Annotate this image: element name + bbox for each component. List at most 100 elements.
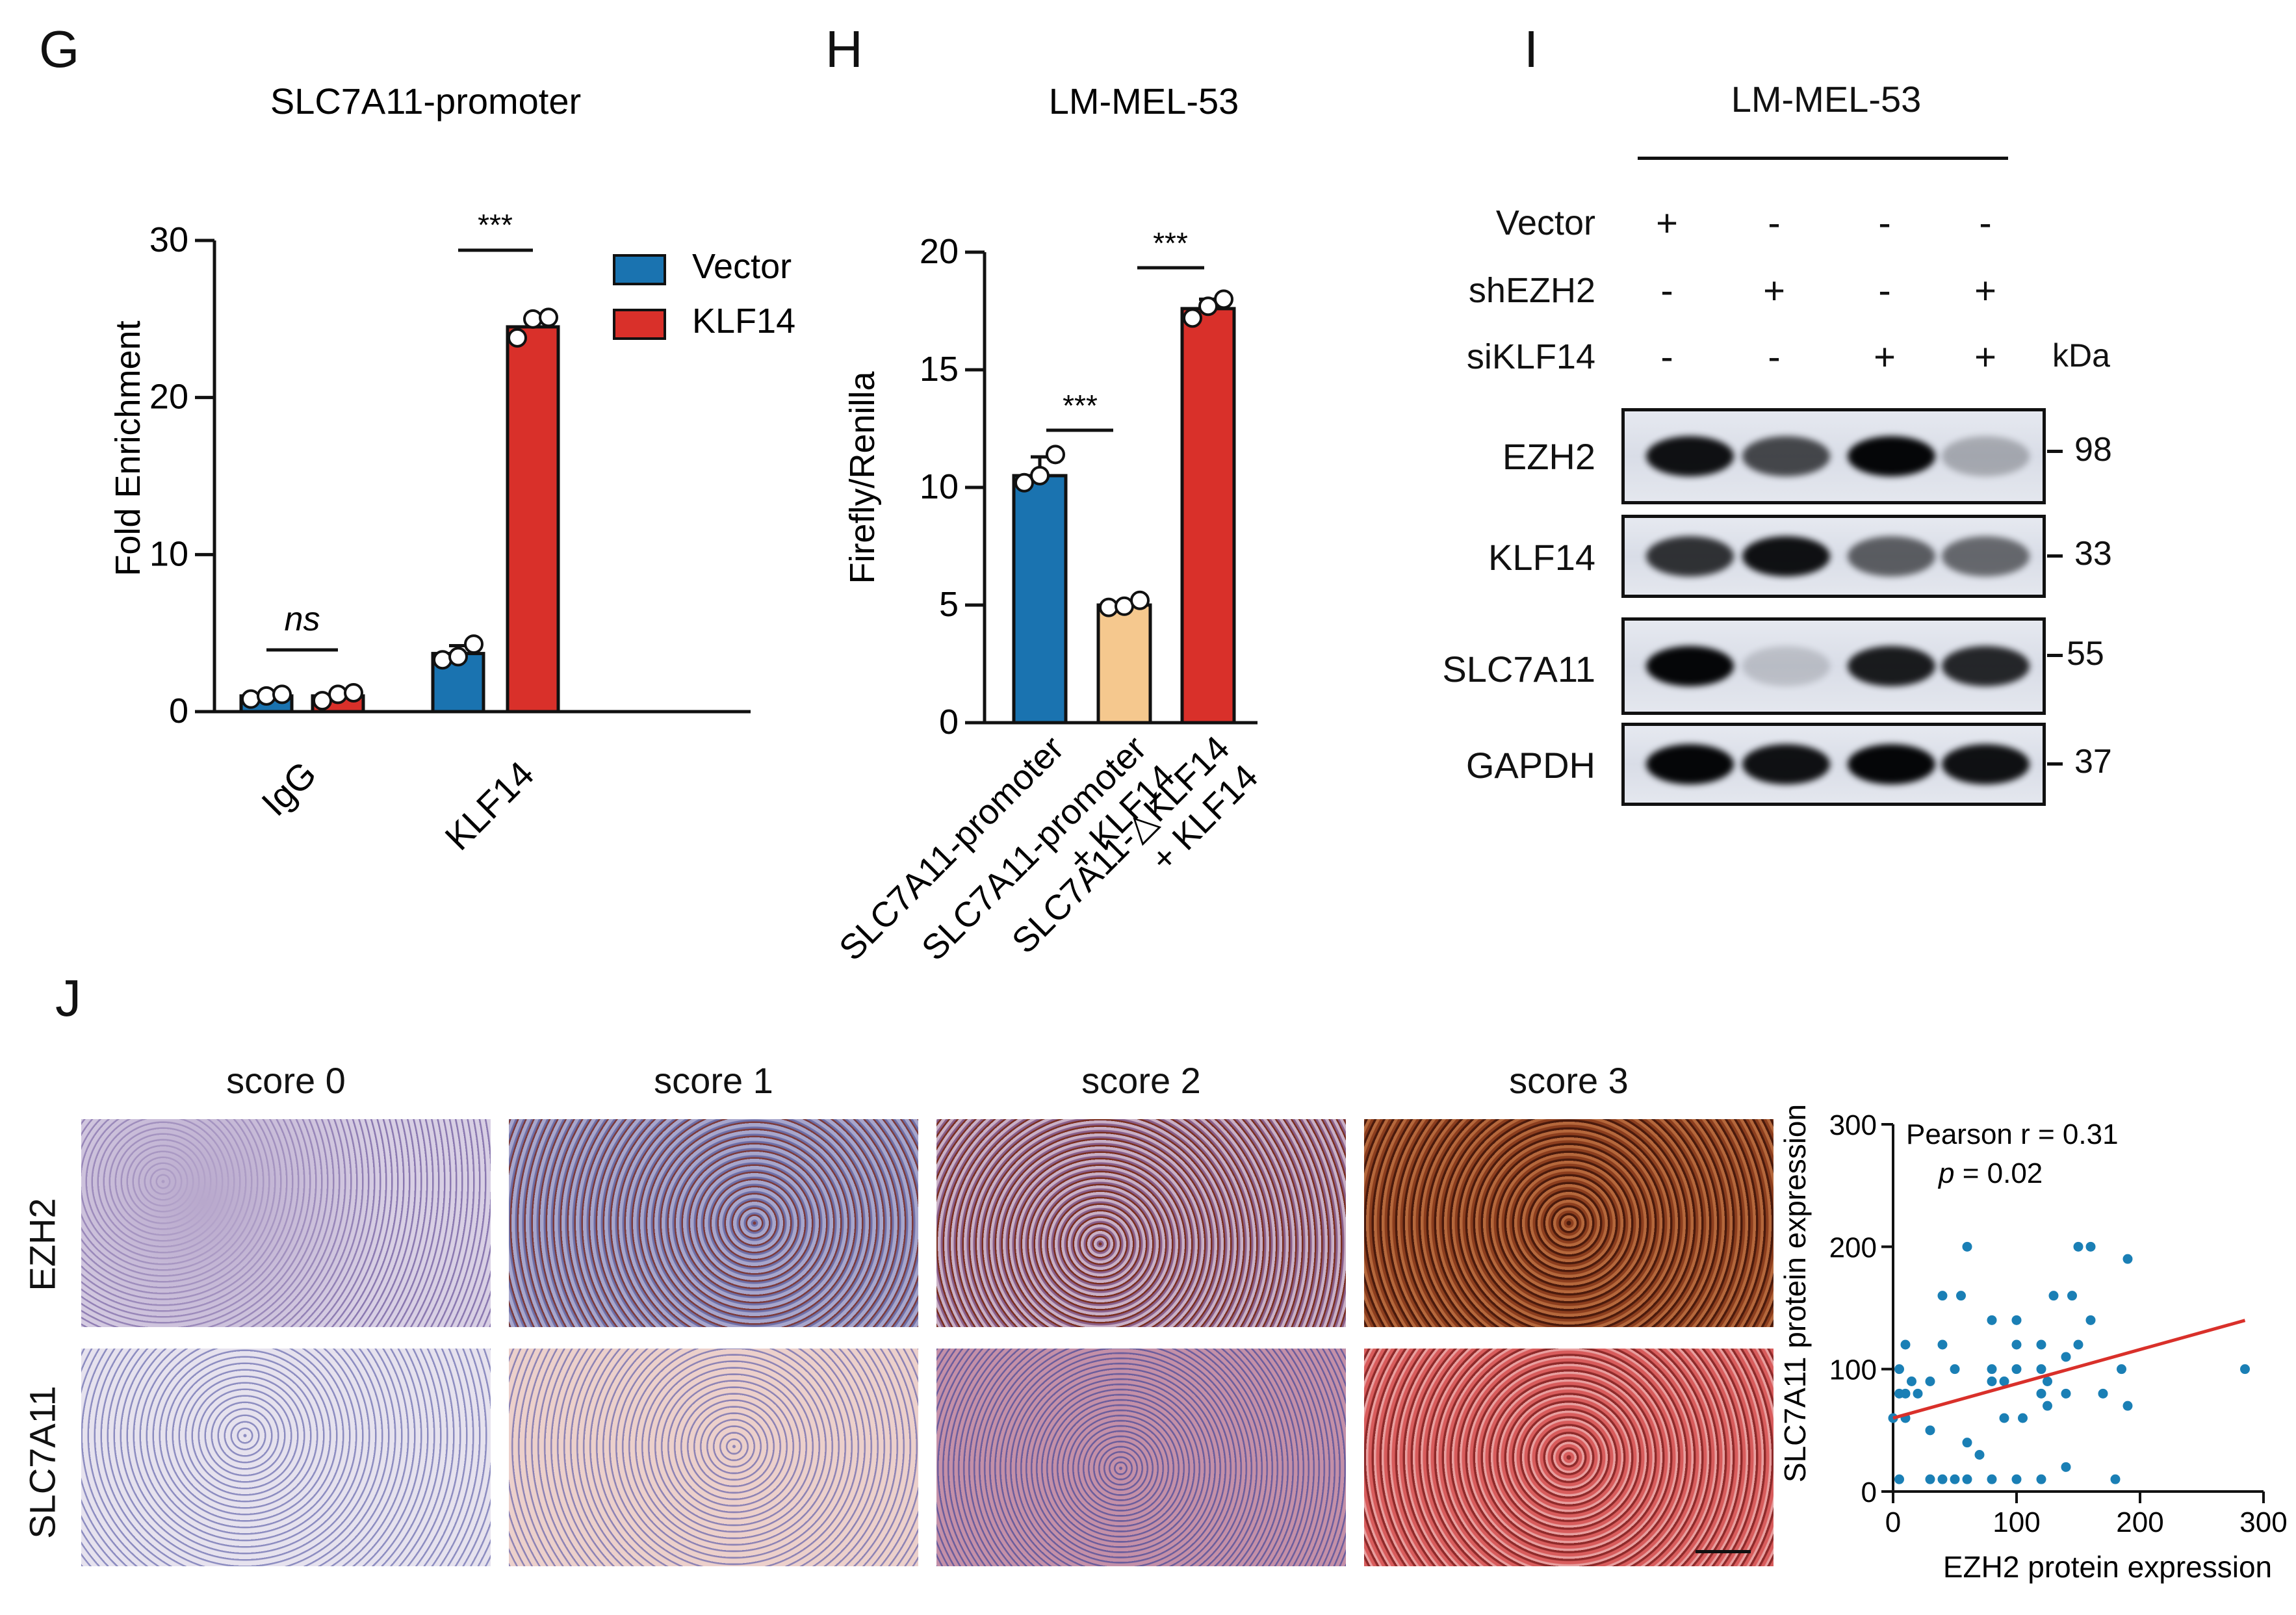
- blot-klf14: [1621, 515, 2046, 598]
- bar-h-3-point: [1198, 296, 1218, 317]
- legend-label-klf14: KLF14: [692, 302, 795, 341]
- scatter-point: [2085, 1241, 2096, 1252]
- scatter-point: [1900, 1339, 1911, 1350]
- scatter-point: [1937, 1474, 1948, 1484]
- sign-vector-lane4: -: [1979, 202, 1992, 244]
- panel-i-title: LM-MEL-53: [1731, 79, 1922, 120]
- scatter-point: [2043, 1401, 2052, 1411]
- scatter-point: [1987, 1474, 1997, 1484]
- y-tick-label: 20: [920, 232, 959, 271]
- sig-label-klf14: ***: [478, 208, 513, 242]
- bar-vector-klf14-point: [464, 634, 484, 654]
- scatter-point: [2048, 1291, 2059, 1301]
- condition-label-shezh2: shEZH2: [1468, 271, 1595, 310]
- scatter-point: [1900, 1388, 1911, 1399]
- ihc-image-slc7a11-score3: [1364, 1349, 1774, 1566]
- y-tick-label: 30: [149, 220, 188, 259]
- scatter-y-tick-label: 100: [1829, 1354, 1877, 1386]
- panel-h-chart: LM-MEL-53 Firefly/Renilla 0 5 10 15 20 *** **…: [832, 81, 1265, 968]
- panel-h-title: LM-MEL-53: [1049, 81, 1239, 122]
- band-klf14-lane3: [1847, 536, 1935, 576]
- band-slc7a11-lane3: [1847, 646, 1935, 686]
- bar-klf14-igg-point: [344, 683, 363, 703]
- bar-vector-klf14-point: [433, 650, 452, 670]
- bar-h-2: [1096, 603, 1152, 725]
- condition-label-vector: Vector: [1495, 203, 1595, 242]
- bar-h-2-point: [1099, 597, 1118, 617]
- scatter-y-tick-label: 300: [1829, 1109, 1877, 1141]
- pearson-r-label: Pearson r = 0.31: [1906, 1118, 2119, 1150]
- panel-letter-i: I: [1524, 20, 1539, 78]
- scatter-point: [2011, 1315, 2022, 1325]
- scatter-y-tick-label: 0: [1861, 1477, 1877, 1508]
- sign-siklf14-lane1: -: [1660, 336, 1673, 378]
- panel-g-xlabel-igg: IgG: [253, 753, 324, 823]
- ihc-image-ezh2-score0: [81, 1119, 491, 1327]
- bar-h-2-point: [1130, 590, 1150, 610]
- scatter-point: [1950, 1364, 1960, 1375]
- scatter-point: [1999, 1413, 2009, 1423]
- ihc-image-ezh2-score3: [1364, 1119, 1774, 1327]
- kda-label: kDa: [2052, 337, 2110, 374]
- band-klf14-lane4: [1941, 536, 2030, 576]
- sig-label-h-2: ***: [1153, 226, 1188, 260]
- scatter-point: [1956, 1291, 1966, 1301]
- sign-siklf14-lane3: +: [1874, 336, 1896, 378]
- scatter-point: [2018, 1413, 2028, 1423]
- sig-label-h-1: ***: [1063, 389, 1098, 422]
- scatter-point: [1962, 1241, 1972, 1252]
- scatter-point: [2061, 1352, 2071, 1362]
- scatter-x-tick-label: 300: [2239, 1506, 2287, 1538]
- band-slc7a11-lane1: [1645, 646, 1734, 686]
- scatter-x-tick-label: 0: [1885, 1506, 1901, 1538]
- band-gapdh-lane1: [1645, 744, 1734, 784]
- band-ezh2-lane1: [1645, 436, 1734, 476]
- y-tick-label: 15: [920, 350, 959, 389]
- bar-klf14-klf14-point: [523, 309, 543, 329]
- scatter-point: [1987, 1364, 1997, 1375]
- legend-label-vector: Vector: [692, 247, 792, 286]
- marker-label-33: 33: [2074, 535, 2112, 573]
- scatter-point: [1925, 1474, 1935, 1484]
- sign-vector-lane1: +: [1656, 202, 1678, 244]
- ihc-image-ezh2-score1: [509, 1119, 918, 1327]
- y-tick-label: 10: [920, 467, 959, 506]
- bar-vector-igg-point: [257, 686, 276, 706]
- bar-h-3-point: [1214, 289, 1233, 309]
- y-tick-label: 0: [169, 691, 188, 730]
- scatter-y-tick-label: 200: [1829, 1232, 1877, 1263]
- panel-letter-g: G: [39, 20, 80, 78]
- scatter-point: [1894, 1364, 1904, 1375]
- bar-klf14-klf14-point: [508, 328, 527, 348]
- y-tick-label: 20: [149, 378, 188, 417]
- scatter-point: [1987, 1315, 1997, 1325]
- band-slc7a11-lane4: [1941, 646, 2030, 686]
- scatter-point: [2085, 1315, 2096, 1325]
- blot-slc7a11: [1621, 617, 2046, 715]
- scatter-point: [2073, 1339, 2083, 1350]
- band-gapdh-lane2: [1742, 744, 1830, 784]
- sign-shezh2-lane1: -: [1660, 270, 1673, 312]
- blot-gapdh: [1621, 723, 2046, 806]
- band-slc7a11-lane2: [1742, 646, 1830, 686]
- sign-shezh2-lane2: +: [1763, 270, 1785, 312]
- protein-label-klf14: KLF14: [1488, 537, 1595, 578]
- scatter-point: [2122, 1254, 2133, 1264]
- band-gapdh-lane4: [1941, 744, 2030, 784]
- y-tick-label: 5: [939, 585, 959, 624]
- sign-shezh2-lane3: -: [1878, 270, 1891, 312]
- marker-tick-55: [2047, 654, 2063, 657]
- scatter-point: [1937, 1291, 1948, 1301]
- bar-h-3-point: [1183, 308, 1202, 328]
- marker-label-55: 55: [2067, 635, 2104, 673]
- panel-letter-j: J: [55, 969, 81, 1027]
- panel-j-scatter: SLC7A11 protein expression EZH2 protein …: [1778, 1105, 2288, 1584]
- ihc-image-ezh2-score2: [936, 1119, 1346, 1327]
- scatter-point: [2110, 1474, 2121, 1484]
- sign-vector-lane2: -: [1768, 202, 1781, 244]
- score-label-1: score 1: [654, 1060, 773, 1101]
- scatter-point: [2036, 1388, 2046, 1399]
- bar-vector-igg-point: [241, 689, 261, 709]
- bar-klf14-klf14-point: [539, 307, 558, 328]
- scatter-point: [2011, 1339, 2022, 1350]
